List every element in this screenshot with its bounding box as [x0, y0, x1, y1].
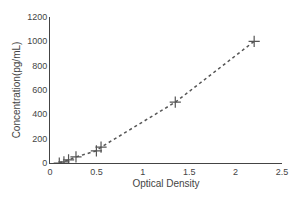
svg-text:800: 800	[32, 61, 47, 71]
svg-text:Concentration(pg/mL): Concentration(pg/mL)	[11, 42, 22, 139]
svg-text:200: 200	[32, 134, 47, 144]
svg-text:0: 0	[42, 158, 47, 168]
svg-text:400: 400	[32, 109, 47, 119]
svg-text:600: 600	[32, 85, 47, 95]
svg-text:2: 2	[233, 167, 238, 177]
svg-text:Optical Density: Optical Density	[132, 178, 199, 189]
svg-text:0.5: 0.5	[90, 167, 103, 177]
svg-text:1000: 1000	[27, 36, 47, 46]
svg-text:1: 1	[140, 167, 145, 177]
svg-text:0: 0	[47, 167, 52, 177]
svg-text:2.5: 2.5	[276, 167, 289, 177]
svg-text:1200: 1200	[27, 12, 47, 22]
svg-text:1.5: 1.5	[183, 167, 196, 177]
